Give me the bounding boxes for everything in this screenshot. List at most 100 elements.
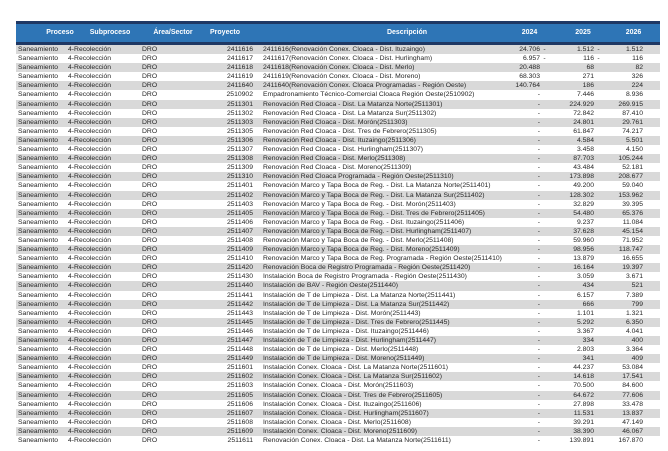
year-value: 7.389 xyxy=(625,291,643,299)
cell-proceso: Saneamiento xyxy=(18,55,59,63)
year-value: 128.302 xyxy=(569,191,594,199)
year-value: 70.500 xyxy=(573,382,594,390)
cell-y2025: 44.237 xyxy=(557,363,611,372)
cell-y2025: 59.960 xyxy=(557,236,611,245)
cell-area_sector: DRO xyxy=(142,364,158,372)
cell-y2025: 68 xyxy=(557,63,611,72)
cell-area_sector: DRO xyxy=(142,400,158,408)
cell-y2024: 68.303 xyxy=(506,72,557,81)
year-value: 8.936 xyxy=(625,91,643,99)
cell-y2024: - xyxy=(506,263,557,272)
cell-descripcion: Renovación Marco y Tapa Boca de Reg. - D… xyxy=(263,182,491,190)
year-value: - xyxy=(537,318,540,326)
cell-y2026: 74.217 xyxy=(611,127,660,136)
cell-subproceso: 4-Recolección xyxy=(68,109,112,117)
table-row: Saneamiento 4-Recolección DRO 2511608 Instal… xyxy=(16,417,660,427)
year-value: - xyxy=(537,209,540,217)
cell-subproceso: 4-Recolección xyxy=(68,409,112,417)
cell-proceso: Saneamiento xyxy=(18,282,59,290)
year-value: - xyxy=(537,373,540,381)
year-value: - xyxy=(537,91,540,99)
year-value: 44.237 xyxy=(573,364,594,372)
year-value: 224.929 xyxy=(569,100,594,108)
cell-proyecto: 2511405 xyxy=(227,209,253,217)
cell-y2025: 3.059 xyxy=(557,272,611,281)
year-value: 3.671 xyxy=(625,273,643,281)
year-value: 521 xyxy=(631,282,643,290)
cell-proyecto: 2511408 xyxy=(227,236,253,244)
cell-area_sector: DRO xyxy=(142,264,158,272)
cell-subproceso: 4-Recolección xyxy=(68,146,112,154)
cell-y2026: 409 xyxy=(611,354,660,363)
table-row: Saneamiento 4-Recolección DRO 2511402 Renova… xyxy=(16,190,660,200)
year-value: 87.410 xyxy=(622,109,643,117)
cell-y2024: - xyxy=(506,127,557,136)
cell-proceso: Saneamiento xyxy=(18,173,59,181)
table-row: Saneamiento 4-Recolección DRO 2511301 Renova… xyxy=(16,99,660,109)
cell-y2026: 87.410 xyxy=(611,109,660,118)
year-value: 52.181 xyxy=(622,164,643,172)
cell-area_sector: DRO xyxy=(142,91,158,99)
cell-proceso: Saneamiento xyxy=(18,391,59,399)
cell-proyecto: 2511447 xyxy=(227,337,253,344)
cell-subproceso: 4-Recolección xyxy=(68,236,112,244)
year-value: 87.703 xyxy=(573,155,594,163)
cell-y2025: 1.512- xyxy=(557,44,611,55)
cell-y2024: - xyxy=(506,336,557,345)
cell-proyecto: 2511601 xyxy=(227,364,253,372)
table-row: Saneamiento 4-Recolección DRO 2511309 Renova… xyxy=(16,163,660,173)
year-value: 799 xyxy=(631,300,643,308)
cell-y2026: 17.541 xyxy=(611,372,660,381)
cell-proyecto: 2511606 xyxy=(227,400,253,408)
cell-descripcion: Renovación Marco y Tapa Boca de Reg. - D… xyxy=(263,236,454,244)
year-value: - xyxy=(537,136,540,144)
year-value: 77.606 xyxy=(622,391,643,399)
cell-y2024: - xyxy=(506,400,557,409)
year-value: 24.801 xyxy=(573,118,594,126)
year-value: - xyxy=(537,400,540,408)
cell-proceso: Saneamiento xyxy=(18,118,59,126)
year-value: 61.847 xyxy=(573,127,594,135)
cell-descripcion: Renovación Marco y Tapa Boca de Reg. - D… xyxy=(263,200,456,208)
cell-area_sector: DRO xyxy=(142,191,158,199)
trailing-minus: - xyxy=(597,46,600,53)
cell-y2025: 3.458 xyxy=(557,145,611,154)
year-value: 64.672 xyxy=(573,391,594,399)
cell-proyecto: 2511441 xyxy=(227,291,253,299)
cell-y2025: 116- xyxy=(557,54,611,63)
cell-y2024: - xyxy=(506,318,557,327)
cell-descripcion: Renovación Boca de Registro Programada -… xyxy=(263,264,471,272)
cell-subproceso: 4-Recolección xyxy=(68,91,112,99)
table-row: Saneamiento 4-Recolección DRO 2511306 Renova… xyxy=(16,135,660,146)
cell-subproceso: 4-Recolección xyxy=(68,300,112,308)
year-value: 3.364 xyxy=(625,346,643,354)
table-row: Saneamiento 4-Recolección DRO 2511445 Instal… xyxy=(16,317,660,327)
cell-descripcion: Instalación Conex. Cloaca - Dist. La Mat… xyxy=(263,373,442,381)
cell-area_sector: DRO xyxy=(142,437,158,445)
column-header-label: 2026 xyxy=(625,29,642,36)
cell-y2025: 39.291 xyxy=(557,418,611,427)
cell-subproceso: 4-Recolección xyxy=(68,273,112,281)
cell-descripcion: Instalación Conex. Cloaca - Dist. La Mat… xyxy=(263,364,448,372)
cell-y2025: 9.237 xyxy=(557,218,611,227)
cell-y2025: 98.956 xyxy=(557,245,611,254)
year-value: 65.376 xyxy=(622,209,643,217)
cell-subproceso: 4-Recolección xyxy=(68,127,112,135)
cell-subproceso: 4-Recolección xyxy=(68,400,112,408)
column-header-proceso: Proceso xyxy=(16,21,74,45)
year-value: - xyxy=(537,300,540,308)
cell-descripcion: Renovación Marco y Tapa Boca de Reg. Pro… xyxy=(263,255,502,263)
cell-y2024: - xyxy=(506,327,557,336)
year-value: - xyxy=(537,282,540,290)
cell-area_sector: DRO xyxy=(142,118,158,126)
cell-y2024: - xyxy=(506,436,557,445)
cell-area_sector: DRO xyxy=(142,109,158,117)
column-header-y2024: 2024 xyxy=(506,21,557,45)
cell-area_sector: DRO xyxy=(142,209,158,217)
cell-area_sector: DRO xyxy=(142,337,158,344)
cell-y2024: - xyxy=(506,409,557,418)
table-row: Saneamiento 4-Recolección DRO 2511601 Instal… xyxy=(16,363,660,373)
cell-y2026: 153.962 xyxy=(611,191,660,200)
cell-subproceso: 4-Recolección xyxy=(68,418,112,426)
cell-proyecto: 2511440 xyxy=(227,282,253,290)
